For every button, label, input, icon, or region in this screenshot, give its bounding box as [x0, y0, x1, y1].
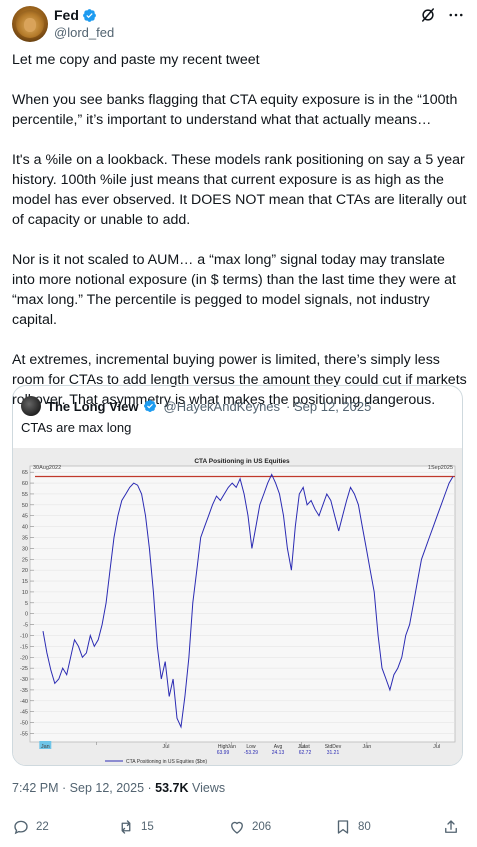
- author-name[interactable]: Fed: [54, 7, 79, 23]
- y-tick-label: -50: [20, 721, 28, 727]
- like-count: 206: [252, 821, 272, 833]
- stat-value: 31.21: [327, 750, 340, 756]
- y-tick-label: -15: [20, 644, 28, 650]
- reply-button[interactable]: 22: [12, 818, 49, 836]
- y-tick-label: -25: [20, 666, 28, 672]
- y-tick-label: -20: [20, 655, 28, 661]
- quoted-tweet-date: · Sep 12, 2025: [286, 398, 372, 414]
- tweet-paragraph: At extremes, incremental buying power is…: [12, 352, 467, 408]
- like-button[interactable]: 206: [228, 818, 271, 836]
- x-tick-label: Jan: [362, 744, 371, 750]
- y-tick-label: 55: [22, 492, 28, 498]
- views-label: Views: [188, 781, 226, 795]
- y-tick-label: 20: [22, 568, 28, 574]
- y-tick-label: -5: [23, 623, 28, 629]
- y-tick-label: 25: [22, 557, 28, 563]
- tweet-paragraph: Let me copy and paste my recent tweet: [12, 52, 260, 68]
- y-tick-label: 35: [22, 536, 28, 542]
- y-tick-label: -40: [20, 699, 28, 705]
- y-tick-label: -55: [20, 731, 28, 737]
- tweet-paragraph: When you see banks flagging that CTA equ…: [12, 92, 458, 128]
- y-tick-label: 40: [22, 525, 28, 531]
- cta-positioning-series-line: [42, 473, 454, 729]
- tweet-paragraph: Nor is it not scaled to AUM… a “max long…: [12, 252, 456, 328]
- x-axis: Jan Jul Jan Jul Jan Jul: [39, 741, 440, 750]
- more-options-icon[interactable]: [447, 6, 465, 24]
- tweet-paragraph: It's a %ile on a lookback. These models …: [12, 152, 467, 228]
- quoted-tweet[interactable]: The Long View @HayekAndKeynes · Sep 12, …: [12, 385, 463, 766]
- chart-end-label: 1Sep2025: [428, 465, 453, 471]
- repost-icon: [121, 820, 131, 834]
- chart-legend: CTA Positioning in US Equities ($bn): [126, 759, 207, 765]
- author-avatar[interactable]: [12, 6, 48, 42]
- x-tick-label: Jul: [162, 744, 169, 750]
- y-tick-label: -45: [20, 710, 28, 716]
- share-icon: [445, 820, 457, 833]
- lion-face-shape: [24, 18, 36, 32]
- quoted-author-handle: @HayekAndKeynes: [163, 398, 281, 414]
- y-tick-label: -35: [20, 688, 28, 694]
- stat-label: StdDev: [325, 744, 342, 750]
- stat-label: Avg: [274, 744, 283, 750]
- stat-label: Low: [246, 744, 256, 750]
- stat-value: -53.29: [244, 750, 258, 756]
- tweet-body: Let me copy and paste my recent tweet Wh…: [12, 50, 468, 410]
- stat-value: 63.99: [217, 750, 230, 756]
- chart-image[interactable]: CTA Positioning in US Equities 30Aug2022…: [13, 448, 462, 765]
- verified-badge-icon: [82, 8, 96, 22]
- plot-area: [29, 465, 456, 743]
- tweet-timestamp[interactable]: 7:42 PM · Sep 12, 2025 ·: [12, 781, 156, 795]
- y-axis: 65605550454035302520151050-5-10-15-20-25…: [20, 470, 34, 737]
- y-tick-label: 60: [22, 481, 28, 487]
- y-tick-label: 0: [25, 612, 28, 618]
- repost-count: 15: [141, 821, 154, 833]
- chart-grid: [30, 471, 455, 734]
- y-tick-label: 65: [22, 470, 28, 476]
- y-tick-label: -10: [20, 633, 28, 639]
- bookmark-button[interactable]: 80: [334, 818, 371, 836]
- bookmark-count: 80: [358, 821, 371, 833]
- quoted-tweet-text: CTAs are max long: [21, 420, 132, 435]
- quoted-author-avatar: [21, 396, 41, 416]
- stat-value: 62.72: [299, 750, 312, 756]
- x-tick-label: Jan: [41, 744, 50, 750]
- quoted-tweet-header: The Long View @HayekAndKeynes · Sep 12, …: [21, 396, 371, 416]
- y-tick-label: -30: [20, 677, 28, 683]
- y-tick-label: 45: [22, 514, 28, 520]
- x-tick-label: Jul: [433, 744, 440, 750]
- view-count: 53.7K: [155, 781, 189, 795]
- x-tick-label: Jul: [298, 744, 305, 750]
- chart-start-label: 30Aug2022: [33, 465, 61, 471]
- y-tick-label: 15: [22, 579, 28, 585]
- header-icons: [419, 6, 465, 24]
- author-handle[interactable]: @lord_fed: [54, 25, 115, 40]
- x-tick-highlight: [39, 741, 52, 749]
- cta-positioning-chart: CTA Positioning in US Equities 30Aug2022…: [13, 448, 462, 765]
- author-name-line: Fed: [54, 7, 97, 23]
- y-tick-label: 30: [22, 546, 28, 552]
- tweet-actions: 22 15 206 80: [12, 818, 462, 840]
- share-button[interactable]: [442, 818, 460, 836]
- tweet-meta: 7:42 PM · Sep 12, 2025 · 53.7K Views: [12, 781, 225, 795]
- reply-icon: [14, 820, 28, 835]
- reply-count: 22: [36, 821, 49, 833]
- x-tick-label: Jan: [227, 744, 236, 750]
- stat-value: 24.13: [272, 750, 285, 756]
- stat-label: High: [218, 744, 229, 750]
- stat-label: Last: [300, 744, 310, 750]
- y-tick-label: 5: [25, 601, 28, 607]
- quoted-author-name: The Long View: [47, 398, 139, 414]
- repost-button[interactable]: 15: [117, 818, 154, 836]
- verified-badge-icon: [143, 400, 156, 412]
- tweet-header: Fed @lord_fed: [12, 6, 465, 42]
- bookmark-icon: [337, 820, 349, 834]
- y-tick-label: 10: [22, 590, 28, 596]
- y-tick-label: 50: [22, 503, 28, 509]
- grok-icon[interactable]: [419, 6, 437, 24]
- heart-icon: [231, 821, 243, 834]
- chart-title: CTA Positioning in US Equities: [194, 458, 290, 465]
